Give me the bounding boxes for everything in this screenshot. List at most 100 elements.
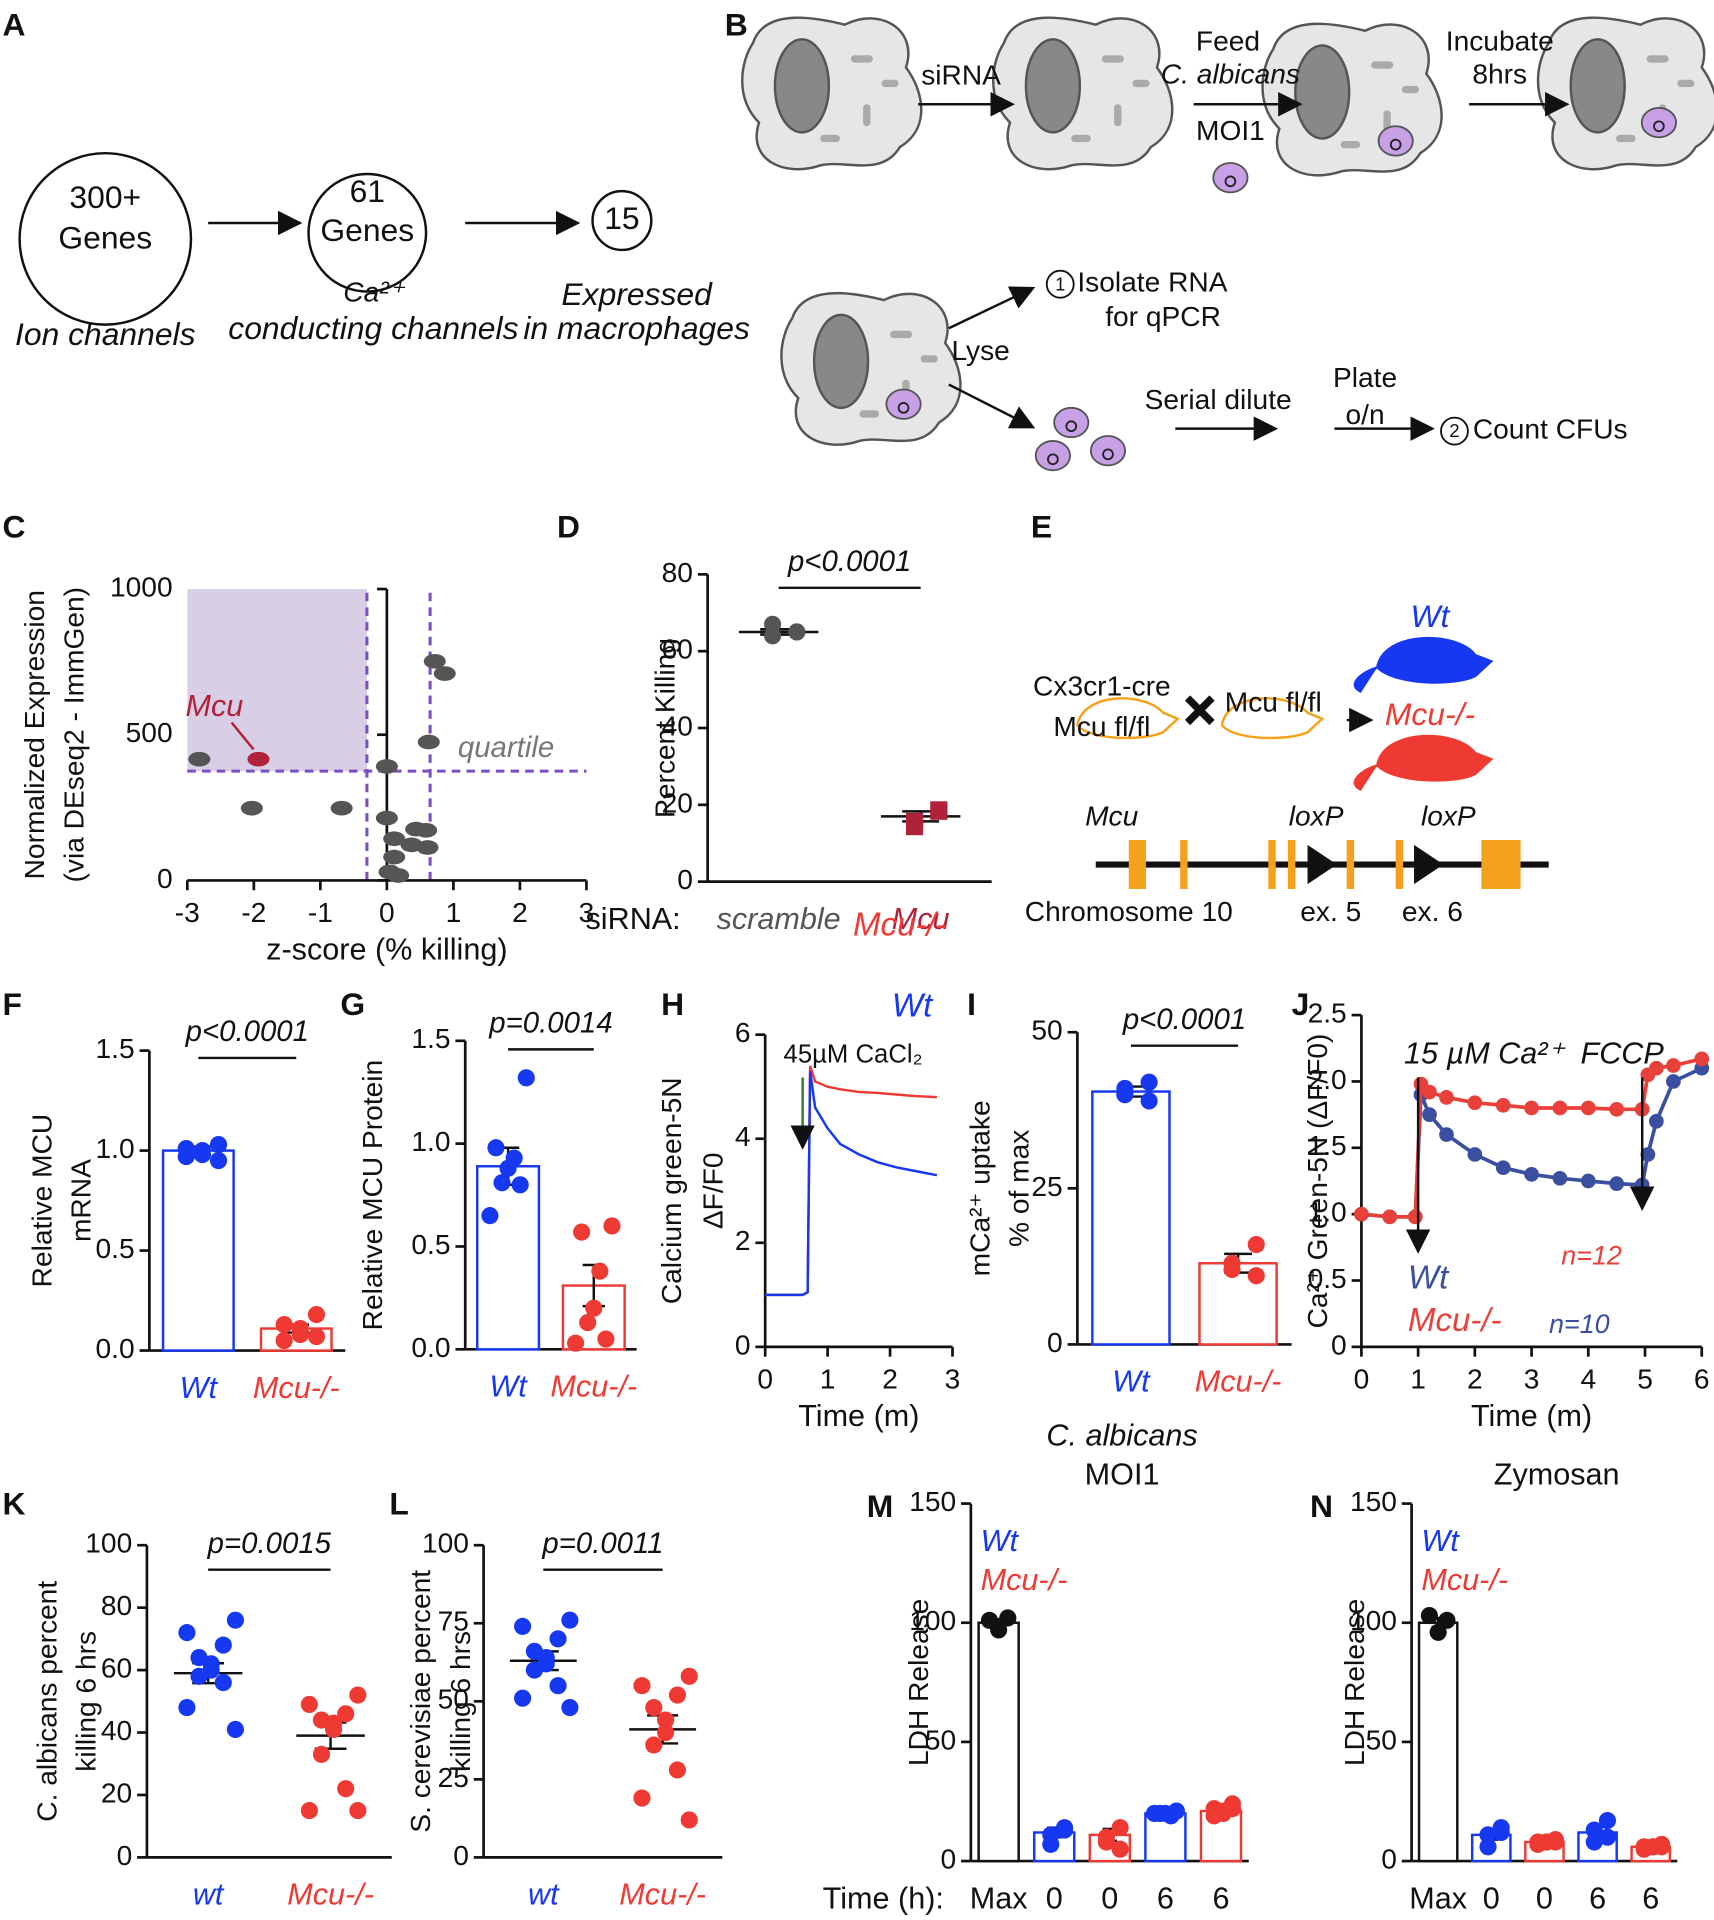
point [400,837,423,853]
x-axis-label: Time (m) [1471,1399,1592,1433]
point [1162,1807,1180,1825]
point [1524,1100,1539,1116]
y-axis-label: C. albicans percent [31,1581,62,1822]
text: o/n [1346,399,1385,430]
yeast [1089,435,1127,467]
cross [1184,695,1215,726]
text: Lyse [951,335,1009,366]
x-tick-label: 0 [379,897,395,928]
text: ex. 5 [1300,896,1361,927]
point [680,1811,698,1829]
panel-label: N [1310,1488,1333,1524]
point [1382,1209,1398,1225]
point [300,1802,318,1820]
y-tick-label: 50 [438,1684,469,1715]
point [585,1299,603,1317]
y-tick-label: 100 [909,1605,956,1636]
point [930,805,948,820]
point [214,1636,232,1654]
point [1666,1058,1681,1073]
y-tick-label: 1.0 [96,1133,135,1164]
highlight-label: Mcu [186,689,244,723]
x-tick-label: 1 [446,897,462,928]
point [375,759,398,774]
point [668,1761,686,1779]
point [240,800,263,816]
n-label: n=10 [1549,1309,1610,1339]
exons [1128,840,1521,889]
y-tick-label: 1.5 [411,1023,450,1054]
point [1467,1095,1483,1111]
p-value: p=0.0011 [541,1527,663,1560]
text: Genes [58,220,152,256]
series-label: Wt [892,987,934,1024]
y-axis-label: killing 6 hrs [71,1631,102,1772]
panel-b: B siRNA Feed C. albicans MOI1 Incubate 8… [725,7,1714,472]
y-tick-label: 100 [1350,1605,1397,1636]
panel-e: E Wt Mcu-/- Cx3cr1-cre Mcu fl/fl Mcu fl/… [1025,508,1549,927]
chart-title: MOI1 [1085,1458,1160,1492]
x-tick-label: wt [193,1878,225,1912]
point [906,820,924,836]
x-tick-label: Mcu-/- [1195,1365,1282,1399]
x-tick-label: Mcu-/- [550,1370,637,1404]
y-tick-label: 80 [101,1590,132,1621]
point [680,1667,698,1685]
point [383,849,406,865]
text: Mcu [1085,800,1139,831]
p-value: p=0.0015 [207,1527,332,1560]
x-axis-label: z-score (% killing) [266,933,507,967]
point [349,1802,367,1820]
p-value: p=0.0014 [488,1007,612,1040]
panel-label: J [1292,986,1310,1022]
text: Mcu-/- [1385,696,1475,732]
y-axis-label: mCa²⁺ uptake [964,1100,995,1276]
y-tick-label: 1000 [110,571,173,602]
point [1111,1819,1129,1837]
point [291,1325,309,1344]
chart-title: C. albicans [1046,1419,1197,1453]
point [1097,1833,1115,1851]
point [325,1720,343,1738]
x-tick-label: 5 [1637,1364,1653,1395]
x-tick-label: 0 [1101,1881,1118,1915]
y-axis-label: mRNA [66,1159,97,1242]
mouse [1353,734,1494,791]
point [1223,1260,1241,1279]
bar [1417,1621,1459,1863]
point [1598,1828,1617,1846]
yeast [1640,106,1677,139]
point [1609,1101,1625,1117]
point [1116,1079,1134,1097]
p-value: p<0.0001 [1122,1003,1246,1036]
point [668,1686,686,1704]
point [383,831,406,847]
cell [1261,22,1443,177]
y-tick-label: 0 [677,864,693,895]
bar [476,1165,541,1351]
y-tick-label: 0.5 [1308,1263,1347,1294]
x-tick-label: -3 [175,897,200,928]
point [633,1677,651,1695]
point [1529,1835,1547,1853]
x-tick-label: 3 [945,1364,961,1395]
point [1407,1209,1423,1225]
shaded-region [187,589,367,772]
panel-label: B [725,7,748,43]
point [1649,1060,1664,1076]
point [1439,1127,1454,1142]
yeast [1034,439,1071,472]
line [1361,1066,1703,1219]
legend-entry: Mcu-/- [981,1563,1068,1597]
point [603,1217,621,1235]
y-tick-label: 0 [1047,1327,1063,1358]
x-tick-label: 6 [1212,1881,1229,1915]
point [657,1723,675,1742]
point [591,1262,609,1280]
point [1354,1206,1369,1222]
y-tick-label: 1.5 [96,1033,135,1064]
y-axis-label: Relative MCU Protein [357,1060,388,1331]
x-axis-label: Time (m) [798,1399,919,1433]
event-label: 45µM CaCl₂ [784,1040,923,1068]
yeast [885,388,922,420]
